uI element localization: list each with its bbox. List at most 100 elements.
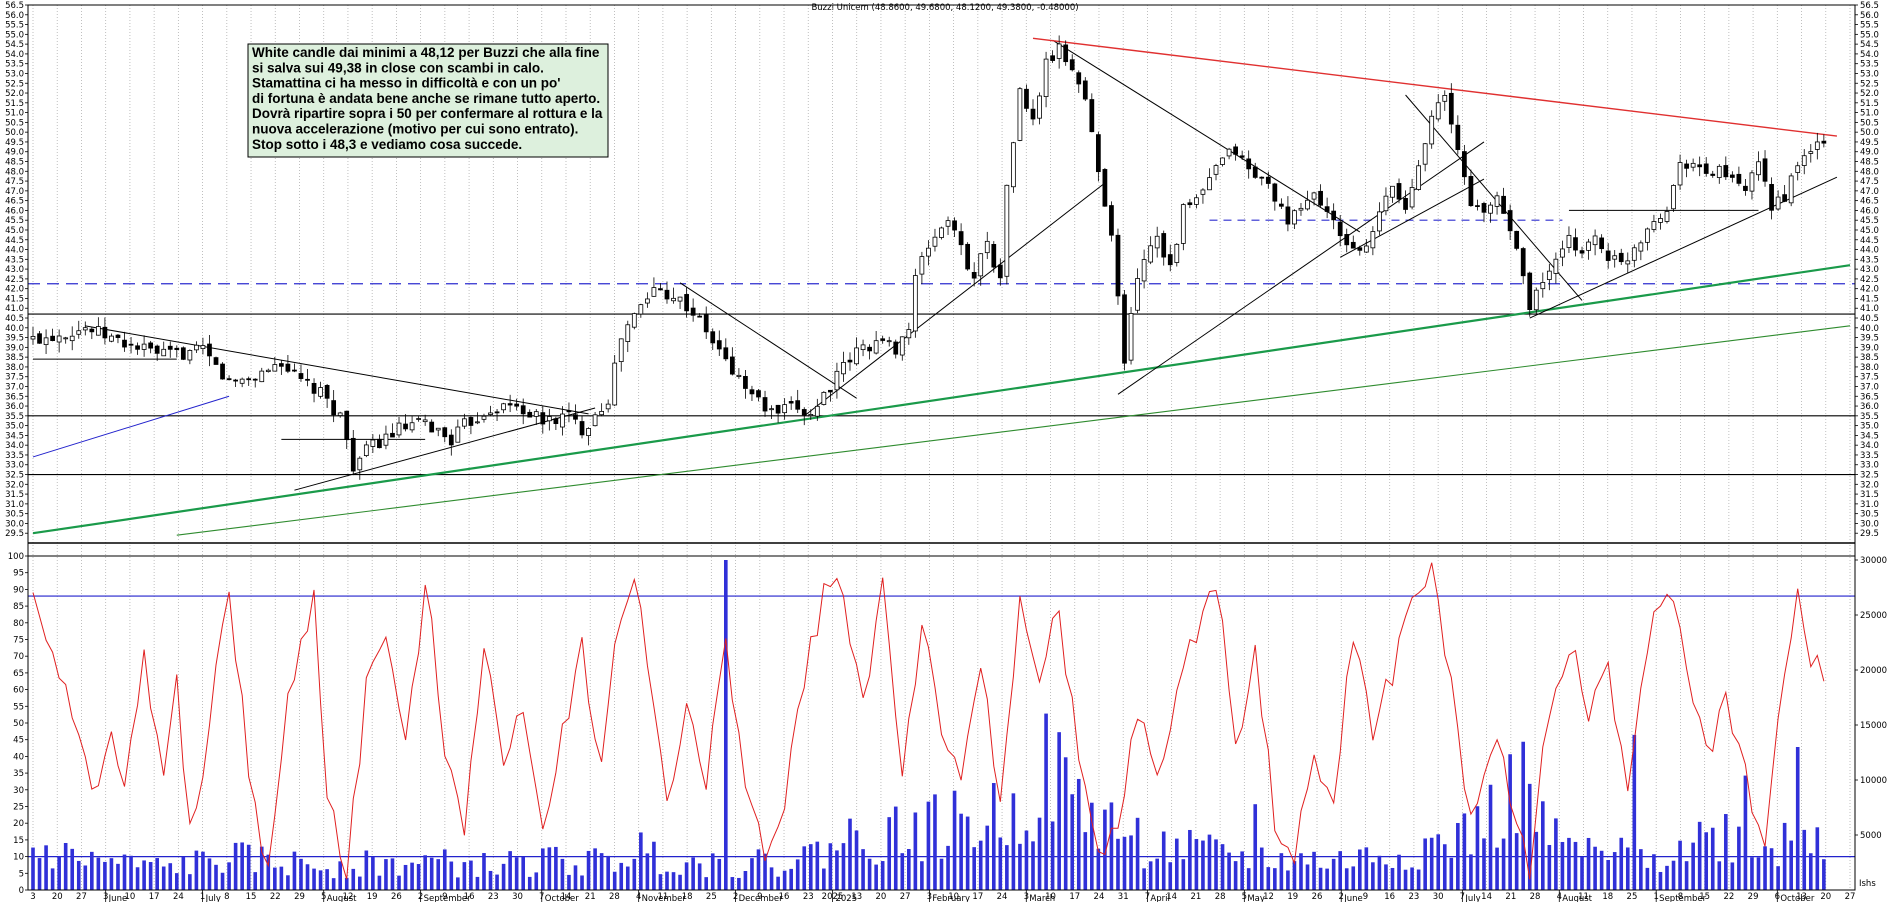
volume-bar [495,874,499,890]
volume-bar [155,858,159,890]
candle-body [762,397,768,412]
price-tick-label: 56.5 [1860,1,1879,11]
day-tick-label: 23 [488,892,499,902]
candle-body [1605,250,1611,261]
candle-body [1063,44,1069,63]
oscillator-tick-label: 60 [13,686,24,696]
price-tick-label: 43.0 [1860,265,1879,275]
volume-bar [475,876,480,890]
volume-bar [861,849,865,890]
candle-body [1148,245,1154,263]
volume-bar [1031,841,1035,890]
volume-bar [1410,867,1414,890]
volume-bar [828,843,833,890]
price-tick-label: 39.0 [5,343,24,353]
candle-body [1200,189,1206,195]
price-tick-label: 53.5 [1860,60,1879,70]
month-label: July [205,894,221,902]
candle-body [1762,158,1768,182]
price-tick-label: 34.5 [5,431,24,441]
candle-body [30,335,36,340]
oscillator-tick-label: 5 [19,869,24,879]
candle-body [1383,195,1389,212]
day-tick-label: 28 [609,892,620,902]
candle-body [56,335,62,343]
volume-bar [1495,847,1499,890]
candle-body [1011,142,1016,188]
volume-bar [429,857,434,890]
price-tick-label: 32.0 [1860,480,1879,490]
candle-body [847,359,853,363]
candle-body [1710,173,1716,176]
price-tick-label: 39.5 [5,334,24,344]
volume-bar [724,560,728,890]
price-tick-label: 51.0 [5,109,24,119]
volume-bar [299,858,303,890]
chart-title: Buzzi Unicem (48.8600, 49.6800, 48.1200,… [811,3,1078,13]
price-tick-label: 43.5 [5,255,24,265]
volume-bar [665,871,669,890]
price-tick-label: 37.5 [1860,373,1879,383]
candle-body [645,298,650,304]
price-tick-label: 53.5 [5,60,24,70]
volume-bar [554,846,558,890]
candle-body [252,378,258,381]
volume-bar [135,867,140,890]
candle-body [435,427,441,431]
volume-bar [1795,747,1800,890]
candle-body [841,362,846,375]
candle-body [102,326,108,339]
month-label: June [1343,894,1363,902]
price-tick-label: 32.5 [5,471,24,481]
candle-body [926,247,931,257]
day-tick-label: 16 [464,892,475,902]
volume-bar [874,864,878,890]
candle-body [814,405,820,417]
volume-bar [122,854,127,890]
volume-bar [1161,831,1166,890]
volume-bar [1462,813,1467,890]
volume-bar [671,872,676,890]
candle-body [200,345,206,350]
candle-body [148,342,154,349]
candle-body [1377,211,1382,232]
volume-bar [1475,806,1480,890]
candle-body [43,337,49,346]
oscillator-tick-label: 90 [13,585,24,595]
candle-body [109,335,114,342]
price-tick-label: 54.0 [1860,50,1879,60]
candle-body [991,244,997,268]
candle-body [1749,172,1755,192]
candle-body [1618,252,1624,263]
candle-body [1331,210,1337,221]
candle-body [795,400,801,410]
volume-bar [1292,861,1297,890]
volume-bar [769,867,774,890]
candle-body [1167,254,1173,266]
volume-bar [1253,804,1258,890]
volume-bar [214,864,218,890]
day-tick-label: 14 [1166,892,1177,902]
volume-bar [978,840,983,890]
volume-bar [1076,778,1081,890]
month-label: June [108,894,128,902]
candle-body [220,363,225,380]
candle-body [1017,88,1023,141]
day-tick-label: 12 [343,892,354,902]
volume-bar [1599,850,1604,890]
volume-bar [848,818,852,890]
candle-body [416,418,421,420]
volume-bar [652,841,656,890]
candle-body [906,329,912,339]
candle-body [912,275,918,332]
price-tick-label: 55.0 [1860,30,1879,40]
trendline [679,282,857,399]
candle-body [1024,88,1029,109]
volume-bar [1344,868,1349,890]
candle-body [984,240,990,254]
volume-bar [403,864,408,890]
volume-bar [116,863,120,890]
volume-bar [1678,840,1682,890]
candle-body [1272,183,1278,202]
volume-bar [1259,847,1264,890]
